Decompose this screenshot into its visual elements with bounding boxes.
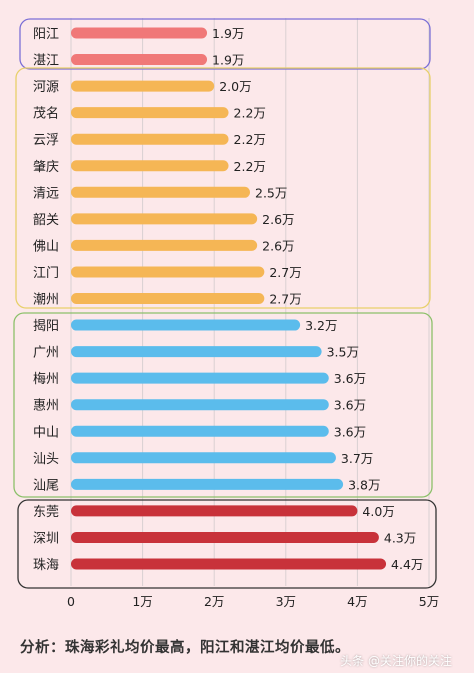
bar: [71, 107, 229, 119]
data-label: 2.7万: [269, 265, 301, 280]
x-tick-label: 2万: [204, 594, 224, 609]
category-label: 清远: [33, 186, 59, 201]
bar: [71, 531, 379, 543]
category-label: 佛山: [33, 239, 59, 254]
data-label: 2.6万: [262, 212, 294, 227]
data-label: 3.6万: [334, 424, 366, 439]
bar: [71, 399, 329, 411]
data-label: 4.0万: [362, 504, 394, 519]
category-label: 惠州: [33, 399, 59, 414]
bar: [71, 478, 344, 490]
data-label: 3.5万: [327, 345, 359, 360]
bar: [71, 186, 250, 198]
x-tick-label: 1万: [132, 594, 152, 609]
category-label: 茂名: [33, 106, 59, 122]
group-box: [17, 499, 437, 589]
data-label: 2.6万: [262, 238, 294, 253]
x-tick-label: 4万: [347, 594, 367, 609]
category-label: 东莞: [33, 505, 59, 520]
data-label: 4.3万: [384, 530, 416, 545]
data-label: 4.4万: [391, 557, 423, 572]
bar: [71, 239, 258, 251]
category-label: 珠海: [33, 558, 59, 573]
category-label: 汕尾: [33, 478, 59, 493]
data-label: 3.8万: [348, 477, 380, 492]
category-label: 广州: [33, 346, 59, 361]
category-label: 韶关: [33, 212, 59, 228]
data-label: 1.9万: [212, 53, 244, 68]
data-label: 3.6万: [334, 398, 366, 413]
category-label: 肇庆: [33, 160, 59, 175]
x-tick-label: 3万: [276, 594, 296, 609]
category-label: 梅州: [33, 372, 59, 387]
category-label: 湛江: [33, 54, 59, 69]
category-label: 云浮: [33, 133, 59, 148]
bar: [71, 293, 265, 304]
data-label: 2.2万: [234, 132, 266, 147]
x-tick-label: 0: [67, 594, 75, 609]
bar: [71, 80, 215, 92]
bar: [71, 213, 258, 225]
data-label: 3.6万: [334, 371, 366, 386]
bar: [71, 372, 329, 384]
bar: [71, 27, 208, 39]
category-label: 深圳: [33, 531, 59, 546]
bar: [71, 160, 229, 172]
bar: [71, 346, 322, 358]
category-label: 河源: [33, 80, 59, 95]
bar: [71, 319, 301, 331]
category-label: 潮州: [33, 293, 59, 308]
data-label: 3.7万: [341, 451, 373, 466]
analysis-note: 分析：珠海彩礼均价最高，阳江和湛江均价最低。: [20, 640, 350, 656]
group-box: [19, 18, 431, 70]
category-label: 汕头: [33, 452, 59, 467]
data-label: 1.9万: [212, 26, 244, 41]
bar: [71, 266, 265, 278]
group-box: [15, 67, 431, 309]
bar: [71, 505, 358, 517]
data-label: 2.2万: [234, 106, 266, 121]
data-label: 2.7万: [269, 292, 301, 307]
bar: [71, 133, 229, 145]
bar: [71, 54, 208, 66]
category-label: 揭阳: [33, 319, 59, 334]
category-label: 阳江: [33, 27, 59, 42]
x-tick-label: 5万: [419, 594, 439, 609]
data-label: 2.0万: [219, 79, 251, 94]
watermark: 头条 @关注你的关注: [340, 654, 452, 668]
data-label: 2.5万: [255, 185, 287, 200]
data-label: 3.2万: [305, 318, 337, 333]
category-label: 中山: [33, 425, 59, 440]
category-label: 江门: [33, 266, 59, 281]
group-box: [13, 312, 433, 498]
data-label: 2.2万: [234, 159, 266, 174]
bar: [71, 452, 336, 464]
bar: [71, 425, 329, 437]
bar: [71, 558, 387, 570]
